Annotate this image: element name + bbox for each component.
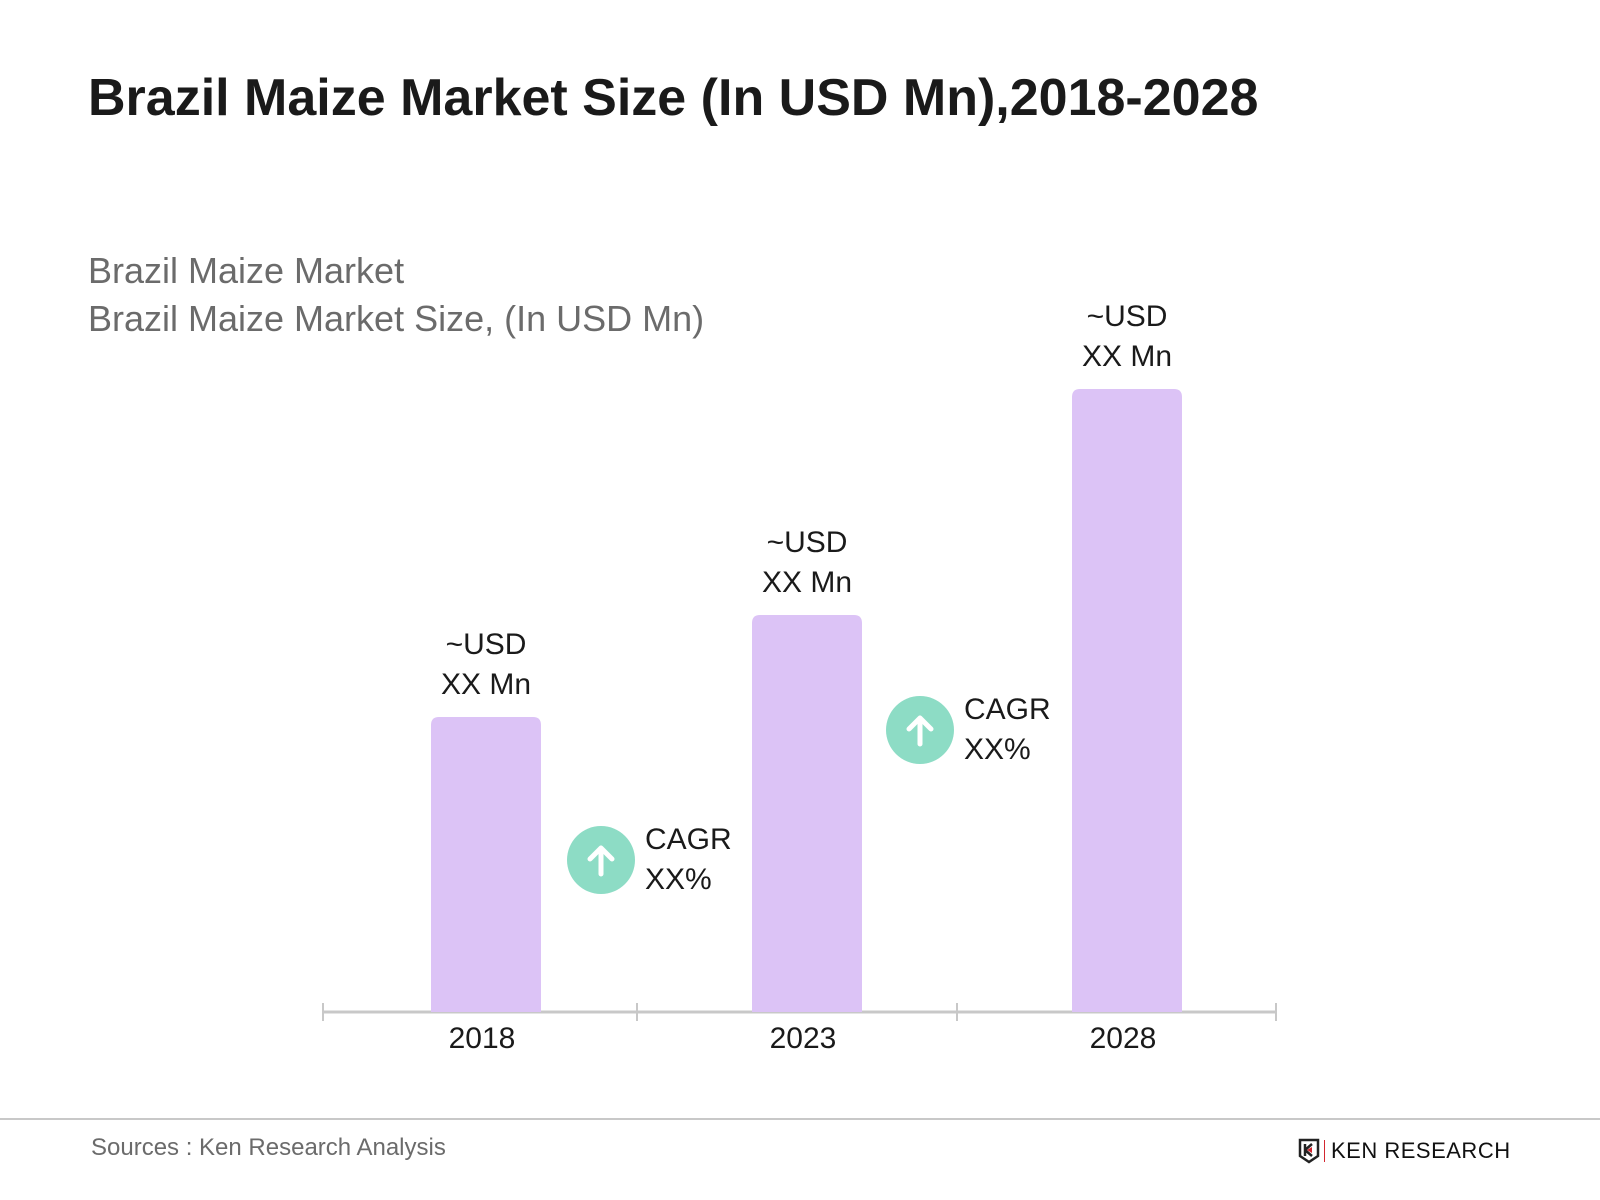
cagr-label: CAGR [645, 823, 732, 856]
logo-text: KEN RESEARCH [1331, 1138, 1511, 1163]
footer-divider [0, 1118, 1600, 1120]
data-label-line1: ~USD [445, 628, 527, 661]
data-label-line1: ~USD [766, 526, 848, 559]
data-label-line1: ~USD [1086, 300, 1168, 333]
cagr-value: XX% [645, 863, 712, 896]
cagr-annotation: CAGR XX% [567, 820, 732, 900]
x-tick-label-2023: 2023 [769, 1022, 837, 1055]
bar-2018 [431, 717, 541, 1012]
cagr-value: XX% [964, 733, 1031, 766]
arrow-up-icon [906, 715, 934, 747]
cagr-annotation: CAGR XX% [886, 690, 1051, 770]
arrow-up-icon [587, 845, 615, 877]
data-label-2028: ~USD XX Mn [1027, 297, 1227, 377]
x-tick-label-2018: 2018 [448, 1022, 516, 1055]
data-label-2018: ~USD XX Mn [386, 625, 586, 705]
data-label-line2: XX Mn [1081, 340, 1173, 373]
cagr-badge [886, 696, 954, 764]
data-label-2023: ~USD XX Mn [707, 523, 907, 603]
cagr-label: CAGR [964, 693, 1051, 726]
bar-2028 [1072, 389, 1182, 1012]
chart-subtitle: Brazil Maize Market [88, 250, 405, 291]
data-label-line2: XX Mn [761, 566, 853, 599]
chart-title: Brazil Maize Market Size (In USD Mn),201… [88, 69, 1259, 127]
bar-2023 [752, 615, 862, 1012]
chart-subtitle-units: Brazil Maize Market Size, (In USD Mn) [88, 298, 705, 339]
data-label-line2: XX Mn [440, 668, 532, 701]
ken-logo-icon [1298, 1138, 1320, 1164]
cagr-badge [567, 826, 635, 894]
source-note: Sources : Ken Research Analysis [91, 1134, 446, 1161]
x-tick-label-2028: 2028 [1089, 1022, 1157, 1055]
ken-research-logo: KEN RESEARCH [1298, 1138, 1511, 1164]
